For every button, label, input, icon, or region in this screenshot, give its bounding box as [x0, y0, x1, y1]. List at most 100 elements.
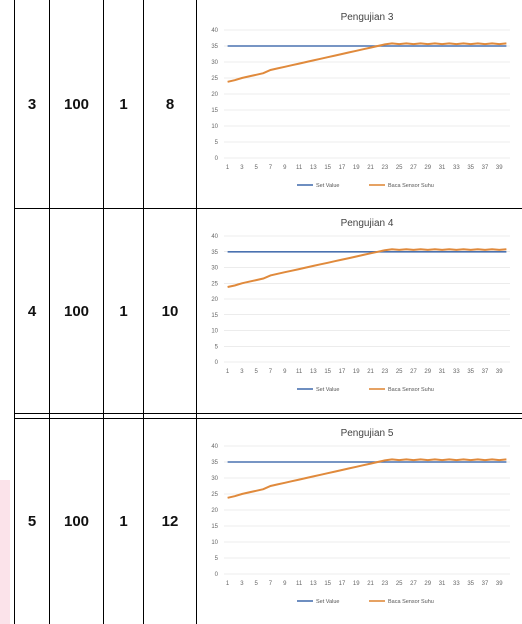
y-tick-label: 0 [215, 360, 219, 366]
x-tick-label: 15 [324, 369, 331, 375]
legend-label: Set Value [316, 183, 339, 189]
x-tick-label: 19 [353, 165, 360, 171]
x-tick-label: 33 [453, 165, 460, 171]
chart-pengujian-3: Pengujian 3 40 35 30 25 20 15 10 5 0 1 3 5 7 9 11 13 15 17… [198, 6, 520, 206]
x-tick-label: 1 [226, 369, 230, 375]
x-tick-label: 29 [424, 369, 431, 375]
table-border [196, 0, 197, 624]
x-tick-label: 3 [240, 581, 244, 587]
table-cell-c: 8 [165, 95, 175, 113]
y-tick-label: 5 [215, 556, 219, 562]
x-tick-label: 23 [382, 369, 389, 375]
x-tick-label: 9 [283, 369, 287, 375]
y-tick-label: 30 [211, 60, 218, 66]
y-tick-label: 0 [215, 572, 219, 578]
table-border [143, 0, 144, 624]
x-tick-label: 17 [339, 369, 346, 375]
y-tick-label: 25 [211, 492, 218, 498]
x-tick-label: 39 [496, 581, 503, 587]
side-margin-highlight [0, 480, 10, 624]
series-line-sensor [227, 458, 507, 499]
table-border [14, 0, 15, 624]
y-tick-label: 0 [215, 156, 219, 162]
legend-label: Baca Sensor Suhu [388, 387, 434, 393]
y-tick-label: 15 [211, 108, 218, 114]
x-tick-label: 3 [240, 369, 244, 375]
x-tick-label: 27 [410, 369, 417, 375]
y-tick-label: 35 [211, 250, 218, 256]
y-tick-label: 35 [211, 44, 218, 50]
x-tick-label: 25 [396, 165, 403, 171]
x-tick-label: 11 [296, 165, 303, 171]
x-tick-label: 35 [467, 165, 474, 171]
x-tick-label: 25 [396, 369, 403, 375]
y-tick-label: 15 [211, 524, 218, 530]
x-tick-label: 31 [439, 581, 446, 587]
y-tick-label: 10 [211, 329, 218, 335]
x-tick-label: 5 [255, 581, 259, 587]
x-tick-label: 35 [467, 581, 474, 587]
x-tick-label: 23 [382, 165, 389, 171]
table-border [14, 413, 522, 414]
chart-pengujian-4: Pengujian 4 40 35 30 25 20 15 10 5 0 1 3 5 7 9 11 13 15 17… [198, 212, 520, 410]
y-tick-label: 40 [211, 28, 218, 34]
table-border [14, 418, 522, 419]
x-tick-label: 37 [482, 369, 489, 375]
x-tick-label: 5 [255, 369, 259, 375]
x-tick-label: 13 [310, 581, 317, 587]
table-border [49, 0, 50, 624]
table-cell-a: 100 [63, 95, 90, 113]
table-cell-c: 12 [161, 513, 179, 530]
x-tick-label: 7 [269, 581, 273, 587]
chart-title: Pengujian 3 [341, 12, 394, 23]
chart-title: Pengujian 5 [341, 428, 394, 439]
table-cell-a: 100 [63, 513, 90, 530]
x-tick-label: 11 [296, 581, 303, 587]
series-line-sensor [227, 42, 507, 83]
table-cell-no: 5 [27, 513, 37, 530]
table-cell-c: 10 [161, 302, 179, 320]
x-tick-label: 27 [410, 581, 417, 587]
y-tick-label: 25 [211, 281, 218, 287]
x-tick-label: 25 [396, 581, 403, 587]
table-cell-no: 4 [27, 302, 37, 320]
x-tick-label: 21 [367, 165, 374, 171]
y-tick-label: 20 [211, 297, 218, 303]
x-tick-label: 33 [453, 369, 460, 375]
x-tick-label: 15 [324, 165, 331, 171]
x-tick-label: 5 [255, 165, 259, 171]
table-cell-b: 1 [119, 513, 128, 530]
x-tick-label: 37 [482, 165, 489, 171]
x-tick-label: 1 [226, 165, 230, 171]
legend-label: Baca Sensor Suhu [388, 183, 434, 189]
x-tick-label: 29 [424, 581, 431, 587]
x-tick-label: 33 [453, 581, 460, 587]
x-tick-label: 19 [353, 581, 360, 587]
table-cell-a: 100 [63, 302, 90, 320]
y-tick-label: 25 [211, 76, 218, 82]
y-tick-label: 35 [211, 460, 218, 466]
x-tick-label: 17 [339, 165, 346, 171]
x-tick-label: 21 [367, 369, 374, 375]
x-tick-label: 23 [382, 581, 389, 587]
x-tick-label: 37 [482, 581, 489, 587]
y-tick-label: 10 [211, 124, 218, 130]
x-tick-label: 29 [424, 165, 431, 171]
x-tick-label: 11 [296, 369, 303, 375]
table-border [103, 0, 104, 624]
x-tick-label: 3 [240, 165, 244, 171]
y-tick-label: 10 [211, 540, 218, 546]
x-tick-label: 27 [410, 165, 417, 171]
y-tick-label: 40 [211, 444, 218, 450]
table-cell-b: 1 [119, 302, 128, 320]
x-tick-label: 9 [283, 165, 287, 171]
y-tick-label: 5 [215, 344, 219, 350]
legend-label: Set Value [316, 387, 339, 393]
x-tick-label: 35 [467, 369, 474, 375]
x-tick-label: 31 [439, 369, 446, 375]
x-tick-label: 21 [367, 581, 374, 587]
table-cell-b: 1 [119, 95, 128, 113]
x-tick-label: 15 [324, 581, 331, 587]
